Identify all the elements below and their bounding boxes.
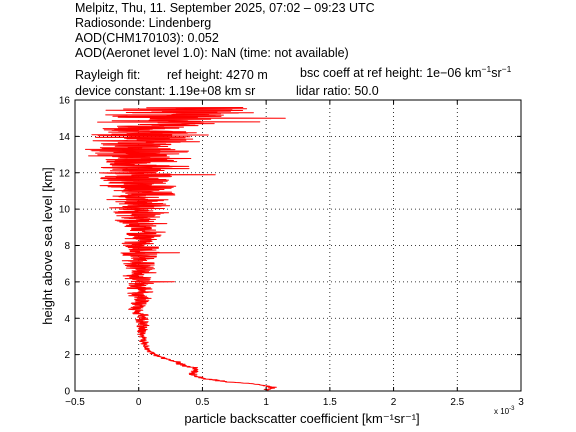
x-tick-label: 1 bbox=[263, 397, 269, 408]
title-line-4: AOD(Aeronet level 1.0): NaN (time: not a… bbox=[75, 46, 349, 60]
y-tick-label: 8 bbox=[64, 241, 70, 252]
rayleigh-label: Rayleigh fit: bbox=[75, 68, 141, 82]
x-axis-label: particle backscatter coefficient [km⁻¹sr… bbox=[184, 411, 419, 426]
y-axis-label: height above sea level [km] bbox=[40, 167, 55, 325]
bsc-coeff-exp-1: −1 bbox=[481, 64, 492, 74]
x-tick-label: −0.5 bbox=[65, 397, 85, 408]
x-tick-label: 2 bbox=[391, 397, 397, 408]
lidar-ratio-text: lidar ratio: 50.0 bbox=[296, 84, 379, 98]
y-tick-label: 10 bbox=[59, 205, 71, 216]
x-exponent-base: x 10 bbox=[494, 407, 510, 416]
y-tick-label: 16 bbox=[59, 96, 71, 107]
bsc-coeff-unit-sr: sr bbox=[491, 66, 502, 81]
y-tick-label: 12 bbox=[59, 168, 71, 179]
title-line-2: Radiosonde: Lindenberg bbox=[75, 16, 212, 30]
bsc-coeff-text: bsc coeff at ref height: 1e−06 km−1sr−1 bbox=[300, 64, 511, 80]
x-axis-exponent: x 10-3 bbox=[494, 406, 515, 416]
backscatter-profile-line bbox=[85, 107, 286, 391]
x-tick-label: 0 bbox=[136, 397, 142, 408]
device-constant-text: device constant: 1.19e+08 km sr bbox=[75, 84, 256, 98]
bsc-coeff-prefix: bsc coeff at ref height: 1e−06 km bbox=[300, 66, 482, 81]
profile-layer bbox=[85, 107, 286, 391]
x-tick-label: 2.5 bbox=[450, 397, 464, 408]
ref-height-text: ref height: 4270 m bbox=[167, 68, 268, 82]
x-exponent-power: -3 bbox=[509, 406, 515, 412]
y-tick-label: 14 bbox=[59, 132, 71, 143]
y-tick-label: 2 bbox=[64, 350, 70, 361]
title-line-3: AOD(CHM170103): 0.052 bbox=[75, 31, 219, 45]
bsc-coeff-exp-2: −1 bbox=[501, 64, 512, 74]
x-tick-label: 0.5 bbox=[195, 397, 209, 408]
title-line-1: Melpitz, Thu, 11. September 2025, 07:02 … bbox=[75, 1, 375, 15]
x-tick-label: 3 bbox=[518, 397, 524, 408]
y-tick-label: 0 bbox=[64, 387, 70, 398]
y-tick-label: 6 bbox=[64, 277, 70, 288]
x-tick-label: 1.5 bbox=[323, 397, 337, 408]
y-tick-label: 4 bbox=[64, 314, 70, 325]
